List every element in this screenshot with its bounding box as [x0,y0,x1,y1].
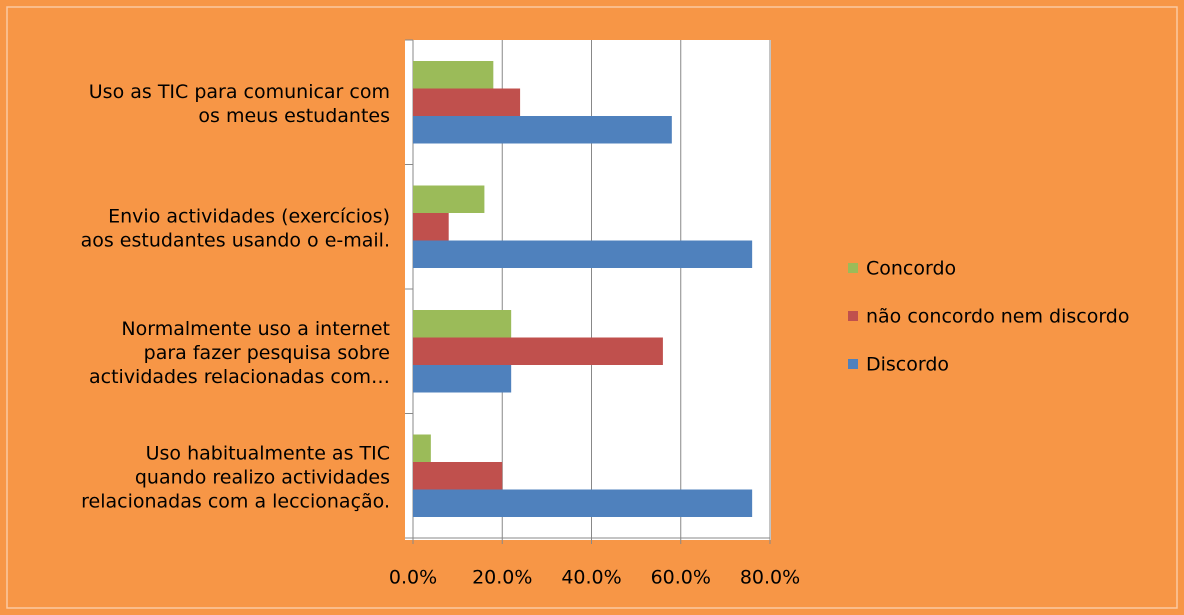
bar [413,61,494,89]
bar [413,489,753,517]
bar [413,337,663,365]
legend-label: Discordo [866,354,949,376]
y-tick-label: actividades relacionadas com… [89,366,390,388]
bar [413,240,753,268]
y-tick-label: aos estudantes usando o e-mail. [81,229,390,251]
frame [6,6,1178,609]
y-tick-label: Envio actividades (exercícios) [108,205,390,227]
x-tick-label: 60.0% [651,567,711,589]
legend-label: Concordo [866,258,956,280]
bar [413,185,485,213]
y-tick-label: relacionadas com a leccionação. [81,490,390,512]
legend-swatch [848,263,858,273]
x-tick-label: 0.0% [389,567,437,589]
y-tick-label: para fazer pesquisa sobre [144,342,390,364]
legend-label: não concordo nem discordo [866,306,1130,328]
bar [413,116,672,144]
bar [413,462,503,490]
legend-swatch [848,359,858,369]
bar [413,310,512,338]
x-tick-label: 40.0% [561,567,621,589]
y-tick-label: Uso habitualmente as TIC [146,442,390,464]
bar [413,434,431,462]
bar [413,213,449,241]
y-tick-label: Uso as TIC para comunicar com [89,81,390,103]
x-tick-label: 20.0% [472,567,532,589]
bar [413,365,512,393]
y-tick-label: Normalmente uso a internet [121,318,390,340]
y-tick-label: quando realizo actividades [135,466,390,488]
y-tick-label: os meus estudantes [198,105,390,127]
bar [413,88,521,116]
x-tick-label: 80.0% [740,567,800,589]
legend-swatch [848,311,858,321]
